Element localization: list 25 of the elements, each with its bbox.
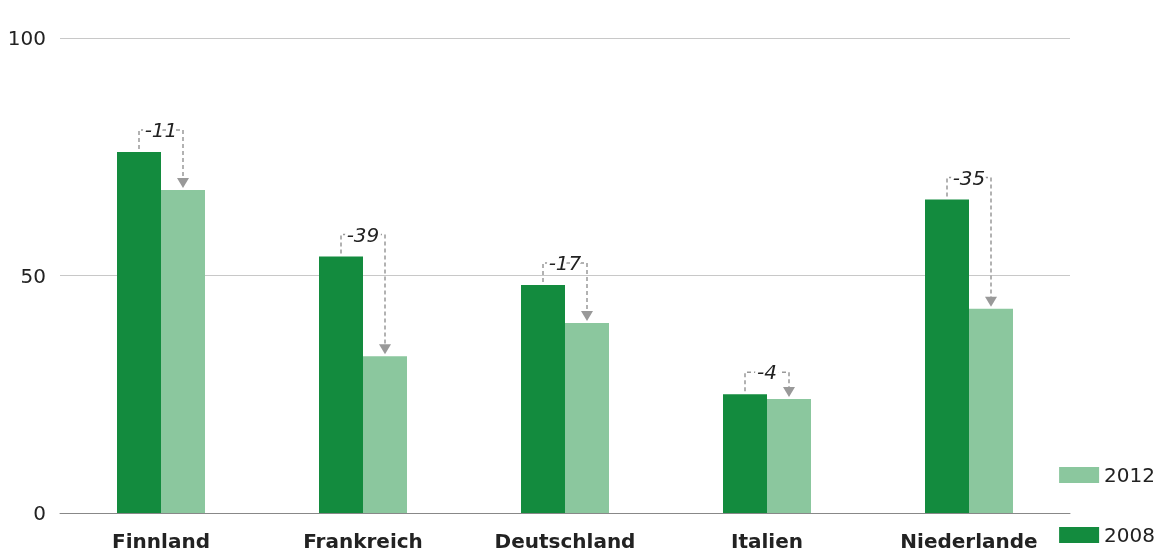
bar xyxy=(521,285,565,513)
y-tick-label: 100 xyxy=(7,26,46,50)
x-tick-label: Italien xyxy=(730,529,804,553)
bar xyxy=(117,152,161,513)
bar xyxy=(363,356,407,513)
x-tick-label: Deutschland xyxy=(494,529,636,553)
x-tick-label: Finnland xyxy=(112,529,210,553)
bar xyxy=(767,399,811,513)
y-tick-label: 50 xyxy=(20,263,46,288)
x-tick-label: Frankreich xyxy=(303,529,423,553)
annotation: -35 xyxy=(952,165,986,190)
x-tick-label: Niederlande xyxy=(900,529,1038,553)
annotation: -17 xyxy=(548,251,582,275)
bar xyxy=(969,308,1013,513)
annotation: -4 xyxy=(757,360,777,385)
bar xyxy=(161,190,205,513)
annotation: -39 xyxy=(346,222,380,247)
bar xyxy=(925,199,969,513)
bar xyxy=(319,256,363,513)
bar xyxy=(723,394,767,513)
legend-label: 2008 xyxy=(1104,523,1156,547)
y-tick-label: 0 xyxy=(33,501,46,525)
legend-label: 2012 xyxy=(1104,463,1156,487)
annotation: -11 xyxy=(144,118,178,142)
bar xyxy=(565,323,609,513)
